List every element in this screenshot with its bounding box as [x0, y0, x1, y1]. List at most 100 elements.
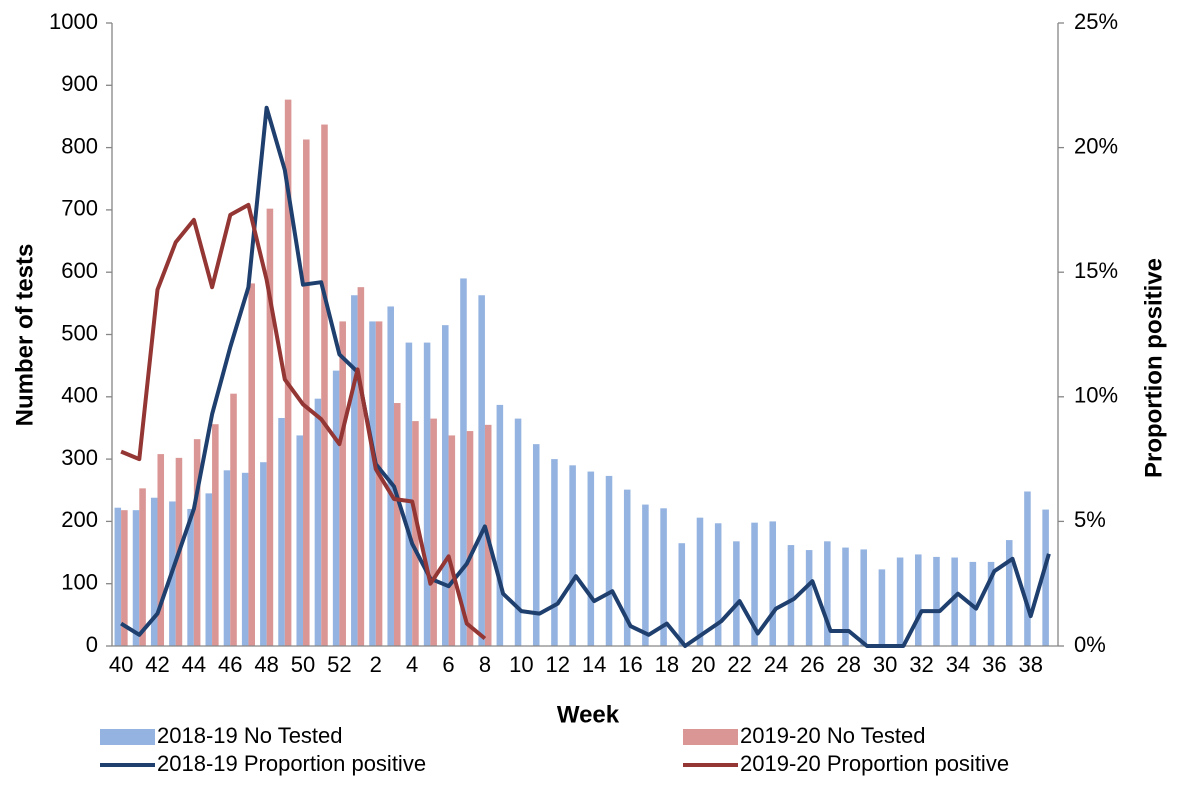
bar [642, 504, 649, 646]
bar [132, 510, 140, 646]
y-tick-label: 700 [61, 196, 98, 221]
bar [412, 421, 419, 646]
x-tick-label: 6 [442, 652, 454, 677]
bar [393, 403, 401, 646]
bar [357, 287, 365, 646]
y2-tick-label: 10% [1074, 383, 1118, 408]
bar [230, 393, 237, 646]
x-tick-label: 20 [691, 652, 715, 677]
bar [405, 342, 413, 646]
bar [351, 295, 358, 646]
bar [430, 418, 437, 646]
bar [1042, 509, 1049, 646]
y-tick-label: 200 [61, 507, 98, 532]
bar [260, 462, 267, 646]
bar [339, 321, 346, 646]
y-axis-title: Number of tests [11, 244, 38, 427]
bar [139, 488, 146, 646]
bar [805, 550, 813, 646]
bar [266, 208, 274, 647]
bar [442, 325, 449, 646]
bar [241, 472, 249, 646]
bar [448, 435, 456, 646]
bar [157, 454, 165, 646]
bar [915, 554, 922, 646]
bar [205, 493, 213, 646]
bar [842, 547, 849, 646]
x-tick-label: 18 [655, 652, 679, 677]
bar [769, 521, 777, 646]
bar [248, 283, 255, 646]
bar [375, 321, 383, 646]
y-tick-label: 800 [61, 133, 98, 158]
bar [423, 342, 431, 646]
bar [878, 569, 886, 646]
x-tick-label: 30 [873, 652, 897, 677]
x-tick-label: 38 [1018, 652, 1042, 677]
bar [114, 507, 122, 646]
bar [212, 424, 219, 646]
bar [278, 417, 285, 646]
bar [321, 124, 328, 646]
bar [223, 470, 231, 646]
line [120, 105, 1051, 648]
bar [314, 398, 322, 646]
x-tick-label: 52 [327, 652, 351, 677]
bar [751, 522, 758, 646]
x-tick-label: 28 [837, 652, 861, 677]
y2-tick-label: 15% [1074, 258, 1118, 283]
bar [896, 557, 904, 646]
y-tick-label: 400 [61, 383, 98, 408]
y2-axis-title: Proportion positive [1140, 258, 1167, 478]
bar [121, 510, 128, 646]
bar [569, 465, 576, 646]
bar [678, 543, 686, 646]
bar [150, 497, 158, 646]
legend-label: 2018-19 No Tested [157, 723, 343, 748]
bar [1005, 540, 1013, 646]
bar [951, 557, 958, 646]
x-tick-label: 40 [109, 652, 133, 677]
bar [387, 306, 394, 646]
y-tick-label: 500 [61, 320, 98, 345]
legend-swatch [683, 729, 738, 745]
x-tick-label: 14 [582, 652, 606, 677]
x-tick-label: 46 [218, 652, 242, 677]
legend-label: 2019-20 No Tested [740, 723, 926, 748]
x-tick-label: 50 [291, 652, 315, 677]
x-tick-label: 48 [254, 652, 278, 677]
y2-tick-label: 0% [1074, 632, 1106, 657]
bar [605, 475, 613, 646]
bar [714, 523, 722, 646]
x-tick-label: 2 [370, 652, 382, 677]
bar [193, 439, 201, 646]
bar [369, 321, 376, 646]
x-tick-label: 22 [727, 652, 751, 677]
y2-tick-label: 5% [1074, 507, 1106, 532]
y-tick-label: 0 [86, 632, 98, 657]
legend-label: 2018-19 Proportion positive [157, 751, 426, 776]
line [120, 202, 487, 641]
bar [460, 278, 467, 646]
bar [284, 99, 292, 646]
legend-swatch [100, 729, 155, 745]
bar [551, 459, 558, 646]
x-tick-label: 4 [406, 652, 418, 677]
bar [532, 444, 540, 646]
y-tick-label: 100 [61, 570, 98, 595]
bar [303, 139, 310, 646]
bar [514, 418, 522, 646]
x-tick-label: 42 [145, 652, 169, 677]
bar [587, 471, 595, 646]
x-tick-label: 26 [800, 652, 824, 677]
legend-label: 2019-20 Proportion positive [740, 751, 1009, 776]
bar [696, 517, 704, 646]
x-tick-label: 32 [909, 652, 933, 677]
x-tick-label: 44 [182, 652, 206, 677]
bar [332, 370, 340, 646]
y-tick-label: 300 [61, 445, 98, 470]
x-tick-label: 36 [982, 652, 1006, 677]
bar [824, 541, 831, 646]
bar [1024, 491, 1031, 646]
